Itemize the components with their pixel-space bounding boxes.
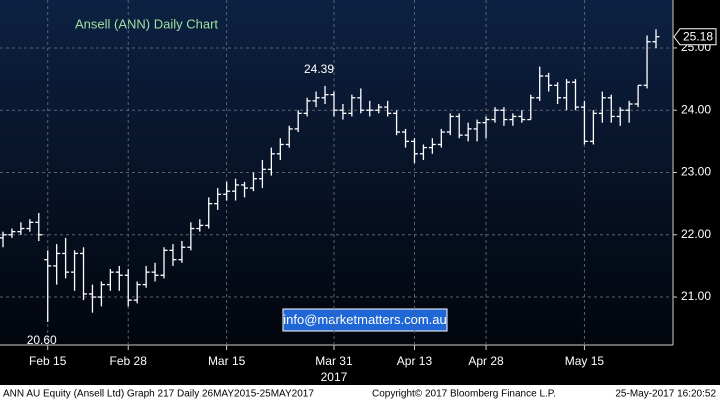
footer-right: 25-May-2017 16:20:52 — [615, 389, 716, 400]
last-price-label: 25.18 — [683, 29, 713, 43]
year-label: 2017 — [321, 370, 348, 384]
x-tick-label: May 15 — [565, 354, 605, 368]
x-tick-label: Mar 15 — [208, 354, 246, 368]
last-price-box — [673, 28, 717, 46]
y-tick-label: 24.00 — [681, 102, 711, 116]
footer-left: ANN AU Equity (Ansell Ltd) Graph 217 Dai… — [3, 389, 314, 400]
email-box — [282, 308, 448, 332]
x-tick-label: Apr 28 — [468, 354, 504, 368]
y-tick-label: 22.00 — [681, 227, 711, 241]
x-tick-label: Feb 28 — [110, 354, 148, 368]
x-tick-label: Mar 31 — [315, 354, 353, 368]
chart-title: Ansell (ANN) Daily Chart — [75, 16, 218, 31]
annotation: 24.39 — [304, 62, 334, 76]
email: info@marketmatters.com.au — [283, 312, 446, 327]
y-tick-label: 21.00 — [681, 289, 711, 303]
y-tick-label: 23.00 — [681, 165, 711, 179]
x-tick-label: Apr 13 — [397, 354, 433, 368]
footer — [0, 385, 720, 403]
annotation: 20.60 — [27, 333, 57, 347]
footer-center: Copyright© 2017 Bloomberg Finance L.P. — [372, 389, 556, 400]
x-tick-label: Feb 15 — [29, 354, 67, 368]
